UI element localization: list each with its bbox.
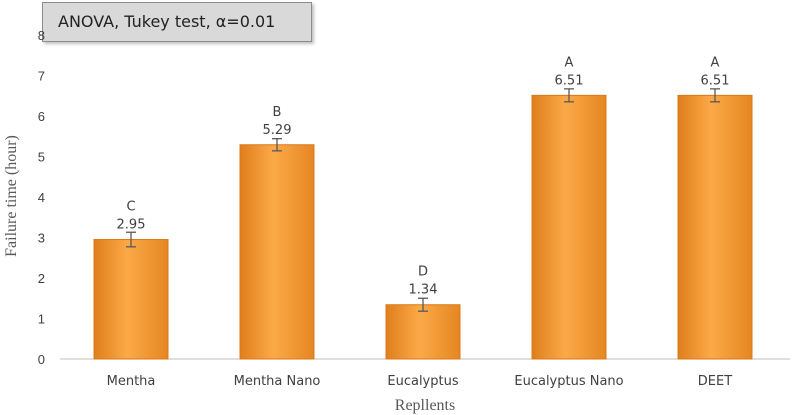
group-letter: D	[418, 265, 428, 280]
x-tick-label: Eucalyptus Nano	[514, 374, 623, 389]
bar	[239, 144, 315, 360]
y-tick-label: 7	[38, 69, 45, 84]
bar	[385, 304, 461, 360]
y-tick-label: 5	[38, 150, 45, 165]
x-tick-label: Eucalyptus	[387, 374, 458, 389]
y-tick-label: 4	[38, 190, 45, 205]
bar	[531, 94, 607, 360]
bar	[93, 239, 169, 360]
group-letter: A	[565, 55, 574, 70]
y-tick-label: 3	[38, 231, 45, 246]
annotation-text: ANOVA, Tukey test, α=0.01	[58, 12, 276, 31]
y-tick-label: 8	[38, 28, 45, 43]
x-tick-label: Mentha	[107, 374, 156, 389]
data-label: 2.95	[117, 218, 146, 233]
bar	[677, 94, 753, 360]
x-tick-label: Mentha Nano	[234, 374, 321, 389]
group-letter: A	[711, 55, 720, 70]
y-tick-label: 0	[38, 352, 45, 367]
group-letter: C	[126, 200, 135, 215]
data-label: 6.51	[555, 73, 584, 88]
x-axis-title: Repllents	[395, 397, 455, 414]
y-tick-label: 2	[38, 271, 45, 286]
annotation-box	[42, 2, 312, 42]
y-tick-label: 6	[38, 109, 45, 124]
data-label: 6.51	[701, 73, 730, 88]
group-letter: B	[273, 105, 282, 120]
data-label: 1.34	[409, 283, 438, 298]
data-label: 5.29	[263, 123, 292, 138]
y-axis-title: Failure time (hour)	[3, 135, 20, 257]
y-tick-label: 1	[38, 312, 45, 327]
x-tick-label: DEET	[698, 374, 732, 389]
